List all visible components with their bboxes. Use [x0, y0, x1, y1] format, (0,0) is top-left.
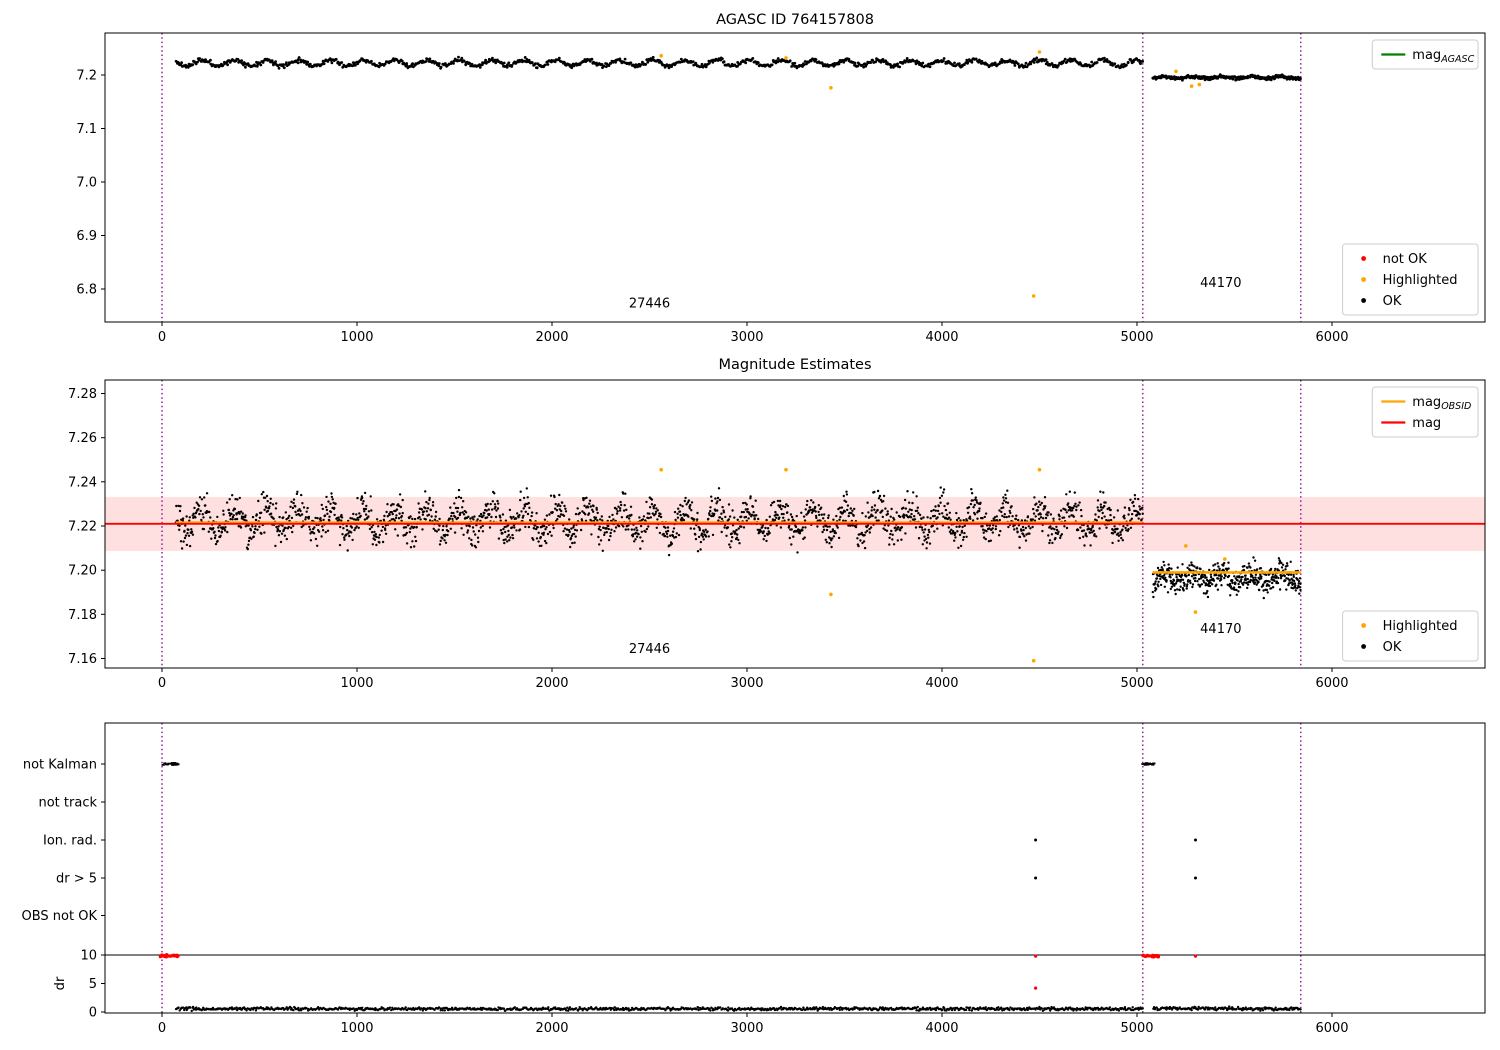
- flag-row-label: OBS not OK: [22, 909, 98, 924]
- plot1-title: AGASC ID 764157808: [716, 12, 874, 28]
- dr-tick-label: 0: [89, 1006, 97, 1021]
- flag-row-label: dr > 5: [56, 872, 97, 887]
- axes-frame: [104, 32, 1486, 323]
- obsid-annotation: 44170: [1200, 276, 1241, 291]
- legend-label: mag: [1412, 416, 1441, 431]
- flag-row-label: Ion. rad.: [43, 834, 97, 849]
- x-tick-label: 2000: [535, 330, 568, 345]
- x-tick-label: 3000: [730, 330, 763, 345]
- y-axis: 6.8 6.9 7.0 7.1 7.2: [76, 69, 105, 298]
- legend-dot-marker: [1361, 644, 1366, 649]
- x-tick-label: 4000: [925, 1021, 958, 1036]
- y-tick-label: 7.18: [68, 608, 97, 623]
- x-tick-label: 5000: [1120, 330, 1153, 345]
- dr-ylabel: dr: [53, 976, 68, 990]
- x-tick-label: 6000: [1315, 676, 1348, 691]
- y-tick-label: 7.24: [68, 475, 97, 490]
- legend-dot-marker: [1361, 256, 1366, 261]
- y-tick-label: 7.1: [76, 122, 97, 137]
- agasc-mag-legend-lower: not OK Highlighted OK: [1342, 243, 1479, 316]
- x-tick-label: 1000: [340, 1021, 373, 1036]
- legend-dot-marker: [1361, 277, 1366, 282]
- legend-box: [1371, 39, 1479, 70]
- x-tick-label: 2000: [535, 676, 568, 691]
- obsid-annotation: 27446: [629, 642, 670, 657]
- x-tick-label: 6000: [1315, 1021, 1348, 1036]
- flag-row-label: not track: [38, 796, 97, 811]
- axes-frame: [104, 722, 1486, 1014]
- y-tick-label: 7.20: [68, 564, 97, 579]
- x-tick-label: 5000: [1120, 1021, 1153, 1036]
- legend-label: not OK: [1383, 252, 1428, 267]
- mag-estimates-legend-upper: magOBSID mag: [1371, 386, 1479, 438]
- dr-tick-label: 5: [89, 977, 97, 992]
- dr-ok-points: [174, 1005, 1302, 1013]
- x-tick-label: 4000: [925, 676, 958, 691]
- agasc-mag-ok-points: [174, 55, 1302, 82]
- legend-label: magOBSID: [1412, 395, 1471, 412]
- agasc-mag-legend-upper: magAGASC: [1371, 39, 1479, 70]
- agasc-mag-plot-area: [161, 33, 1302, 322]
- y-axis: 7.16 7.18 7.20 7.22 7.24 7.26 7.28: [68, 387, 105, 667]
- mag-estimates-plot-area: [105, 380, 1485, 668]
- legend-box: [1371, 386, 1479, 438]
- x-tick-label: 0: [158, 676, 166, 691]
- agasc-mag-highlighted-points: [659, 50, 1202, 298]
- x-tick-label: 1000: [340, 676, 373, 691]
- legend-box: [1342, 243, 1479, 316]
- x-tick-label: 1000: [340, 330, 373, 345]
- obsid-annotation: 44170: [1200, 622, 1241, 637]
- x-tick-label: 0: [158, 1021, 166, 1036]
- x-tick-label: 5000: [1120, 676, 1153, 691]
- flag-marks: [161, 762, 1197, 880]
- y-tick-label: 7.0: [76, 176, 97, 191]
- legend-label: OK: [1383, 640, 1402, 655]
- dr-tick-label: 10: [80, 949, 97, 964]
- flags-plot-area: [105, 723, 1485, 1013]
- y-tick-label: 7.22: [68, 520, 97, 535]
- legend-label: OK: [1383, 294, 1402, 309]
- legend-dot-marker: [1361, 623, 1366, 628]
- legend-dot-marker: [1361, 298, 1366, 303]
- x-tick-label: 6000: [1315, 330, 1348, 345]
- mag-estimates-highlighted-points: [659, 467, 1227, 663]
- x-tick-label: 0: [158, 330, 166, 345]
- flag-row-label: not Kalman: [23, 758, 97, 773]
- dr-not-ok-points: [158, 953, 1198, 990]
- obsid-annotation: 27446: [629, 297, 670, 312]
- y-tick-label: 6.9: [76, 229, 97, 244]
- x-axis: 0 1000 2000 3000 4000 5000 6000: [158, 668, 1349, 691]
- mag-estimates-legend-lower: Highlighted OK: [1342, 610, 1479, 662]
- y-tick-label: 6.8: [76, 283, 97, 298]
- legend-box: [1342, 610, 1479, 662]
- x-axis: 0 1000 2000 3000 4000 5000 6000: [158, 322, 1349, 345]
- legend-label: Highlighted: [1383, 619, 1458, 634]
- x-axis: 0 1000 2000 3000 4000 5000 6000: [158, 1013, 1349, 1036]
- legend-label: Highlighted: [1383, 273, 1458, 288]
- x-tick-label: 3000: [730, 1021, 763, 1036]
- y-tick-label: 7.28: [68, 387, 97, 402]
- x-tick-label: 3000: [730, 676, 763, 691]
- y-tick-label: 7.26: [68, 431, 97, 446]
- y-tick-label: 7.16: [68, 652, 97, 667]
- x-tick-label: 4000: [925, 330, 958, 345]
- y-tick-label: 7.2: [76, 69, 97, 84]
- flags-y-axis: not Kalman not track Ion. rad. dr > 5 OBS no…: [22, 758, 105, 1021]
- plot2-title: Magnitude Estimates: [718, 357, 872, 373]
- legend-label: magAGASC: [1412, 48, 1474, 65]
- x-tick-label: 2000: [535, 1021, 568, 1036]
- axes-frame: [104, 379, 1486, 669]
